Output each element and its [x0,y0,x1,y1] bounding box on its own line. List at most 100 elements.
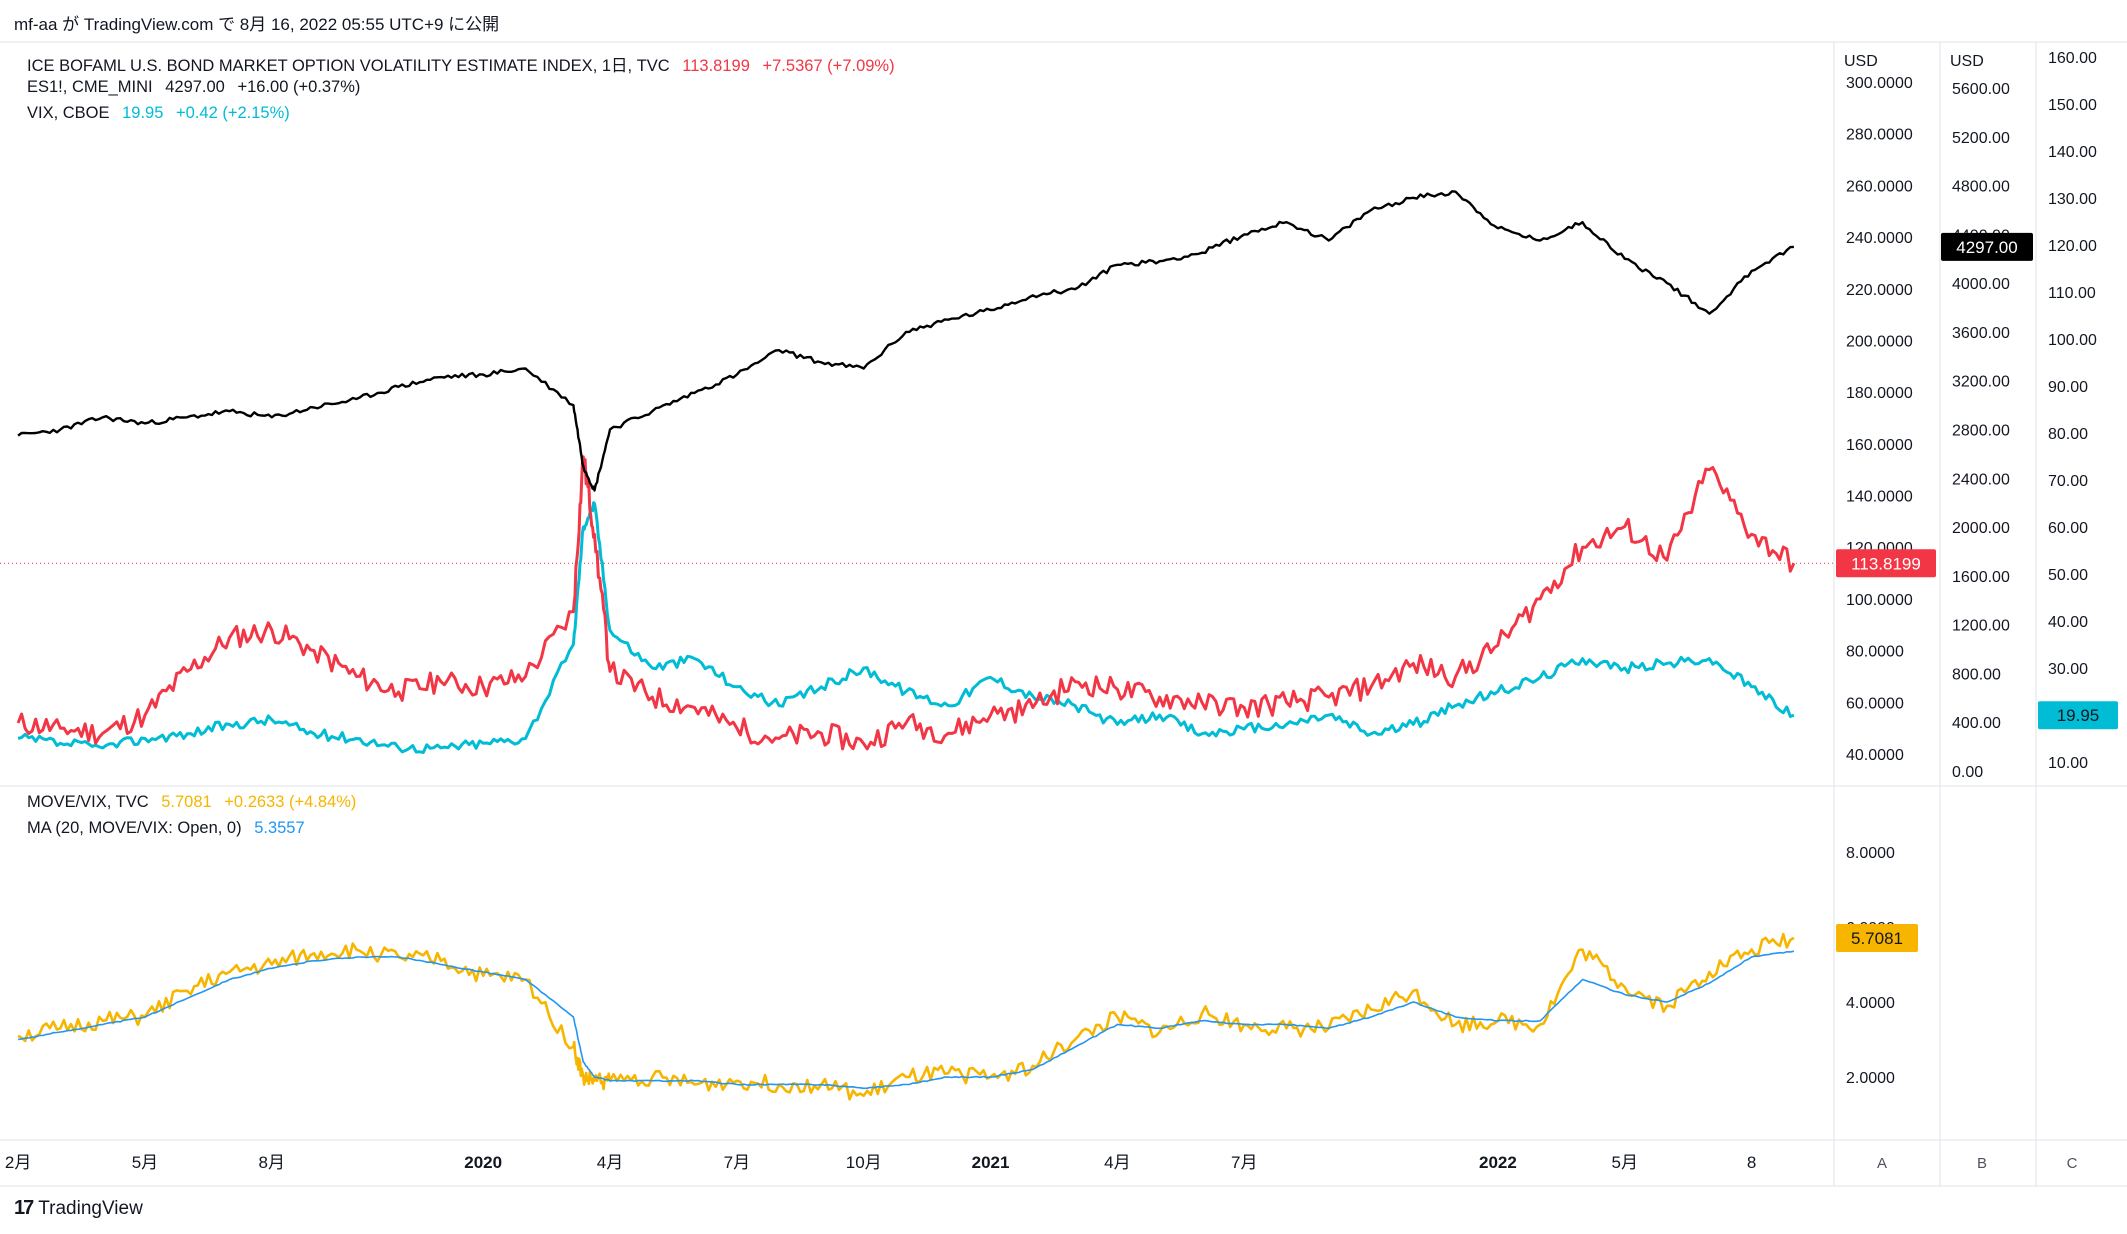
x-tick-label: 8月 [259,1153,285,1172]
legend-es-name: ES1!, CME_MINI [27,78,153,96]
legend-es[interactable]: ES1!, CME_MINI 4297.00 +16.00 (+0.37%) [27,78,368,97]
legend-ma[interactable]: MA (20, MOVE/VIX: Open, 0) 5.3557 [27,819,313,838]
axis-c-tick: 90.00 [2048,379,2088,396]
legend-es-value: 4297.00 [165,78,225,96]
axis-a-tick: 80.0000 [1846,644,1904,661]
ratio-last-badge: 5.7081 [1851,929,1903,948]
axis-ratio-tick: 2.0000 [1846,1070,1895,1087]
axis-a-tick: 40.0000 [1846,747,1904,764]
axis-a-tick: 280.0000 [1846,127,1913,144]
vix-series-line [17,501,1795,754]
x-tick-label: 7月 [724,1153,750,1172]
bottom-pane-plot [17,932,1795,1101]
scale-button-b[interactable]: B [1976,1155,1987,1172]
move-series-line [16,455,1796,751]
tradingview-footer[interactable]: 17 TradingView [14,1197,143,1220]
axis-a-tick: 220.0000 [1846,282,1913,299]
move-last-badge-bg [1836,549,1936,578]
axis-c-tick: 40.00 [2048,614,2088,631]
axis-b-tick: 3200.00 [1952,374,2010,391]
axis-c-tick: 150.00 [2048,97,2097,114]
axis-b-tick: 800.00 [1952,666,2001,683]
x-tick-label: 4月 [1104,1153,1130,1172]
legend-ratio-value: 5.7081 [161,793,212,811]
es-series-line [17,190,1794,492]
axis-b-tick: 2800.00 [1952,423,2010,440]
axis-b-tick: 5200.00 [1952,130,2010,147]
vix-last-badge-bg [2038,701,2118,730]
axis-a-tick: 200.0000 [1846,333,1913,350]
ratio-series-line [17,932,1795,1101]
legend-move-change: +7.5367 (+7.09%) [762,57,895,75]
axis-b-tick: 0.00 [1952,764,1983,781]
axis-ratio-tick: 4.0000 [1846,995,1895,1012]
legend-vix-value: 19.95 [122,104,164,122]
axis-b-tick: 1200.00 [1952,618,2010,635]
legend-move[interactable]: ICE BOFAML U.S. BOND MARKET OPTION VOLAT… [27,52,903,76]
axis-b-tick: 400.00 [1952,715,2001,732]
x-tick-label: 8 [1747,1153,1756,1172]
legend-ratio-name: MOVE/VIX, TVC [27,793,149,811]
top-pane-plot [0,190,1834,754]
axis-c-tick: 100.00 [2048,332,2097,349]
legend-vix-name: VIX, CBOE [27,104,110,122]
publish-info: mf-aa が TradingView.com で 8月 16, 2022 05… [14,15,500,34]
axis-ratio-tick: 8.0000 [1846,845,1895,862]
legend-ma-name: MA (20, MOVE/VIX: Open, 0) [27,819,242,837]
legend-move-value: 113.8199 [682,57,750,75]
axis-b-tick: 1600.00 [1952,569,2010,586]
axis-b-tick: 2400.00 [1952,471,2010,488]
axis-c-tick: 160.00 [2048,50,2097,67]
axis-b-tick: 4000.00 [1952,276,2010,293]
legend-es-change: +16.00 (+0.37%) [237,78,361,96]
x-tick-label: 2月 [5,1153,31,1172]
axis-a-tick: 100.0000 [1846,592,1913,609]
es-last-badge-bg [1941,232,2033,261]
axis-a-tick: 300.0000 [1846,75,1913,92]
legend-ma-value: 5.3557 [254,819,305,837]
axis-a-tick: 160.0000 [1846,437,1913,454]
legend-vix-change: +0.42 (+2.15%) [176,104,290,122]
move-last-badge: 113.8199 [1851,554,1921,573]
axis-a-tick: 180.0000 [1846,385,1913,402]
scale-button-c[interactable]: C [2066,1155,2078,1172]
x-tick-label: 2020 [464,1153,502,1172]
x-tick-label: 10月 [846,1153,882,1172]
ratio-last-badge-bg [1836,923,1918,952]
axis-c-tick: 110.00 [2048,285,2096,302]
axis-a-unit: USD [1844,53,1878,70]
x-tick-label: 5月 [132,1153,158,1172]
axis-c-tick: 80.00 [2048,426,2088,443]
axis-a-tick: 240.0000 [1846,230,1913,247]
axis-b-tick: 5600.00 [1952,81,2010,98]
axis-a-tick: 260.0000 [1846,178,1913,195]
axis-c-tick: 10.00 [2048,755,2088,772]
axis-b-tick: 2000.00 [1952,520,2010,537]
x-tick-label: 7月 [1231,1153,1257,1172]
x-tick-label: 2021 [972,1153,1010,1172]
axis-a-tick: 60.0000 [1846,695,1904,712]
tradingview-logo-icon: 17 [14,1197,34,1219]
legend-ratio[interactable]: MOVE/VIX, TVC 5.7081 +0.2633 (+4.84%) [27,793,364,812]
axis-b-unit: USD [1950,53,1984,70]
x-tick-label: 5月 [1612,1153,1638,1172]
axis-b-tick: 3600.00 [1952,325,2010,342]
axis-c-tick: 30.00 [2048,661,2088,678]
axis-c-tick: 60.00 [2048,520,2088,537]
axis-c-tick: 70.00 [2048,473,2088,490]
tradingview-wordmark: TradingView [38,1197,143,1219]
ma-series-line [17,950,1795,1090]
legend-move-name: ICE BOFAML U.S. BOND MARKET OPTION VOLAT… [27,57,670,75]
scale-button-a[interactable]: A [1876,1155,1887,1172]
axis-c-tick: 120.00 [2048,238,2097,255]
legend-vix[interactable]: VIX, CBOE 19.95 +0.42 (+2.15%) [27,104,298,123]
x-tick-label: 4月 [597,1153,623,1172]
axis-a-tick: 140.0000 [1846,489,1913,506]
vix-last-badge: 19.95 [2057,706,2100,725]
x-tick-label: 2022 [1479,1153,1517,1172]
legend-ratio-change: +0.2633 (+4.84%) [224,793,357,811]
axis-c-tick: 130.00 [2048,191,2097,208]
es-last-badge: 4297.00 [1956,238,2017,257]
axis-c-tick: 140.00 [2048,144,2097,161]
